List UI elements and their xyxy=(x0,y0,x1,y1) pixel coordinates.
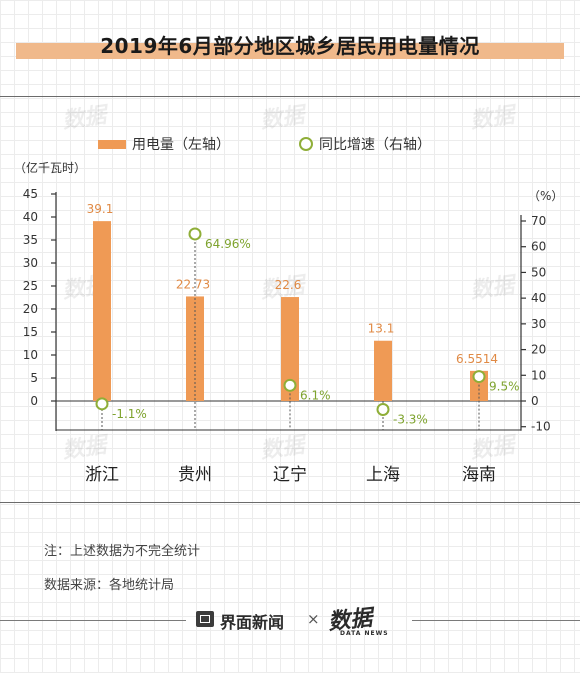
growth-point xyxy=(95,397,109,411)
right-axis-tick-label: -10 xyxy=(531,420,551,434)
source-text: 数据来源：各地统计局 xyxy=(44,578,175,593)
bar-value-label: 13.1 xyxy=(368,322,395,336)
growth-value-label: -1.1% xyxy=(112,407,147,421)
growth-point xyxy=(472,370,486,384)
right-axis-tick-label: 50 xyxy=(531,265,546,279)
category-label: 辽宁 xyxy=(273,465,307,485)
right-axis-unit: （%） xyxy=(528,189,563,203)
growth-value-label: 6.1% xyxy=(300,388,331,402)
left-axis-tick-label: 20 xyxy=(23,302,38,316)
bar-value-label: 39.1 xyxy=(87,202,114,216)
category-label: 海南 xyxy=(462,465,496,485)
left-axis-tick-label: 0 xyxy=(30,394,38,408)
growth-point xyxy=(283,378,297,392)
note-text: 注：上述数据为不完全统计 xyxy=(44,544,201,559)
times-separator: × xyxy=(307,610,320,628)
datanews-logo-subtitle: DATA NEWS xyxy=(340,630,389,637)
right-axis-tick-label: 30 xyxy=(531,317,546,331)
category-label: 上海 xyxy=(366,465,400,485)
category-label: 贵州 xyxy=(178,465,212,485)
growth-point xyxy=(188,227,202,241)
right-axis-tick-label: 60 xyxy=(531,240,546,254)
left-axis-tick-label: 40 xyxy=(23,210,38,224)
top-divider xyxy=(0,96,580,97)
watermark-1: 数据 xyxy=(60,103,108,134)
right-axis-tick-label: 20 xyxy=(531,343,546,357)
growth-value-label: 9.5% xyxy=(489,380,520,394)
jiemian-logo-icon xyxy=(196,611,214,627)
bar-value-label: 22.6 xyxy=(275,278,302,292)
brand-name: 界面新闻 xyxy=(220,613,285,632)
bar xyxy=(374,340,392,401)
right-axis-tick-label: 0 xyxy=(531,394,539,408)
growth-value-label: -3.3% xyxy=(393,412,428,426)
left-axis-tick-label: 10 xyxy=(23,348,38,362)
left-axis-tick-label: 15 xyxy=(23,325,38,339)
left-axis-unit: （亿千瓦时） xyxy=(14,160,86,175)
chart-bottom-divider xyxy=(0,502,580,503)
bar xyxy=(281,297,299,401)
bar xyxy=(93,221,111,401)
left-axis-tick-label: 5 xyxy=(30,371,38,385)
bar-value-label: 6.5514 xyxy=(456,352,498,366)
legend-ring-swatch xyxy=(299,137,313,151)
bar-chart: 0 5 10 15 20 25 30 35 40 45 （亿千瓦时） -10 0 10 20 30 40 50 60… xyxy=(14,160,563,485)
title-highlight-bar xyxy=(16,43,564,59)
legend-ring-label: 同比增速（右轴） xyxy=(319,137,431,153)
footer-line-right xyxy=(412,620,580,621)
left-axis-tick-label: 45 xyxy=(23,187,38,201)
footer-line-left xyxy=(0,620,186,621)
watermark-2: 数据 xyxy=(258,103,306,134)
legend-bar-label: 用电量（左轴） xyxy=(132,137,230,153)
right-axis-tick-label: 70 xyxy=(531,214,546,228)
legend-bar-swatch xyxy=(98,140,126,149)
watermark-3: 数据 xyxy=(468,103,516,134)
left-axis-tick-label: 30 xyxy=(23,256,38,270)
growth-point xyxy=(376,402,390,416)
right-axis-tick-label: 40 xyxy=(531,291,546,305)
category-label: 浙江 xyxy=(85,465,119,485)
chart-title: 2019年6月部分地区城乡居民用电量情况 xyxy=(100,34,480,58)
left-axis-tick-label: 35 xyxy=(23,233,38,247)
right-axis-tick-label: 10 xyxy=(531,368,546,382)
bar-value-label: 22.73 xyxy=(176,277,210,291)
left-axis-tick-label: 25 xyxy=(23,279,38,293)
bar xyxy=(186,296,204,401)
growth-value-label: 64.96% xyxy=(205,237,251,251)
